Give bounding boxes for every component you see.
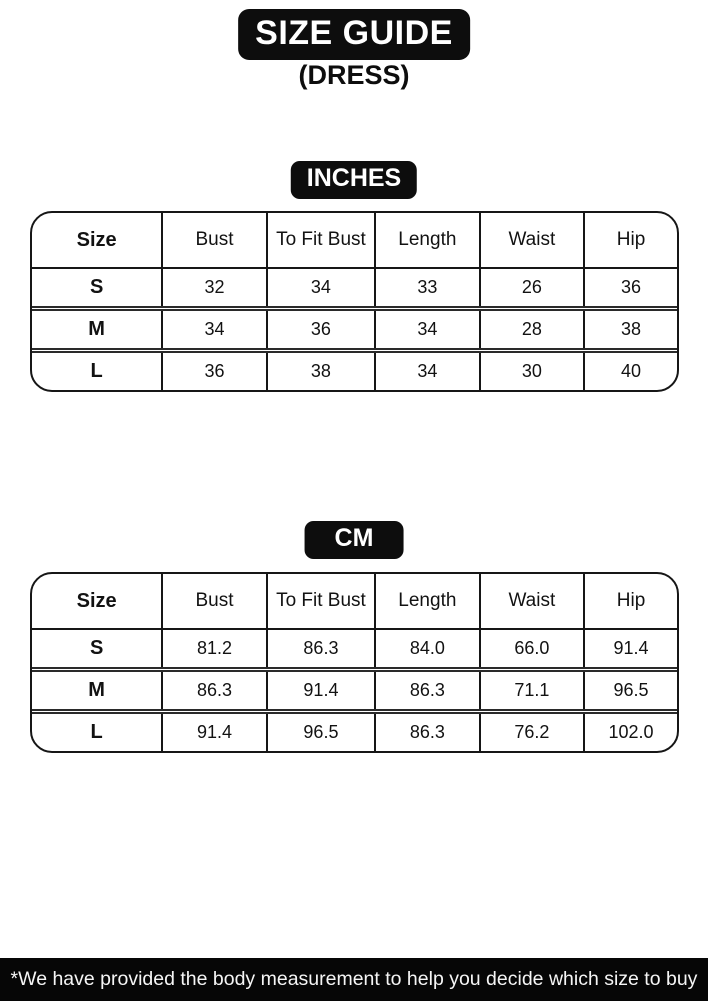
measurement-value: 38	[583, 306, 677, 351]
measurement-value: 34	[374, 348, 480, 390]
inches-section-label: INCHES	[290, 161, 418, 199]
column-header-waist: Waist	[478, 574, 585, 630]
size-label: S	[89, 276, 104, 298]
measurement-value: 86.3	[374, 709, 480, 751]
measurement-value: 102.0	[583, 709, 677, 751]
table-row-s: S 32 34 33 26 36	[32, 268, 677, 309]
measurement-value: 81.2	[161, 629, 267, 670]
measurement-value: 91.4	[265, 667, 376, 712]
measurement-value: 33	[374, 268, 480, 309]
footer-note-text: *We have provided the body measurement t…	[10, 968, 698, 990]
column-header-length: Length	[374, 574, 480, 630]
measurement-value: 91.4	[161, 709, 267, 751]
column-header-to-fit-bust: To Fit Bust	[265, 574, 376, 630]
table-row-l: L 36 38 34 30 40	[32, 348, 677, 390]
measurement-value: 26	[478, 268, 585, 309]
table-header-row: Size Bust To Fit Bust Length Waist Hip	[32, 574, 677, 630]
table-row-m: M 34 36 34 28 38	[32, 306, 677, 351]
table-row-m: M 86.3 91.4 86.3 71.1 96.5	[32, 667, 677, 712]
column-header-hip: Hip	[583, 574, 677, 630]
measurement-value: 96.5	[583, 667, 677, 712]
column-header-length: Length	[374, 213, 480, 269]
measurement-value: 32	[161, 268, 267, 309]
measurement-value: 40	[583, 348, 677, 390]
measurement-value: 34	[374, 306, 480, 351]
size-label: M	[32, 667, 163, 712]
measurement-value: 34	[161, 306, 267, 351]
column-header-size: Size	[32, 574, 163, 630]
column-header-hip: Hip	[583, 213, 677, 269]
size-label: L	[32, 709, 163, 751]
measurement-value: 86.3	[374, 667, 480, 712]
measurement-value: 34	[265, 268, 376, 309]
measurement-value: 84.0	[374, 629, 480, 670]
size-label: M	[32, 306, 163, 351]
cm-size-table: Size Bust To Fit Bust Length Waist Hip S…	[30, 572, 679, 753]
page-subtitle: (DRESS)	[298, 60, 410, 90]
measurement-value: 76.2	[478, 709, 585, 751]
table-header-row: Size Bust To Fit Bust Length Waist Hip	[32, 213, 677, 269]
measurement-value: 86.3	[161, 667, 267, 712]
measurement-value: 86.3	[265, 629, 376, 670]
measurement-value: 28	[478, 306, 585, 351]
page-title: SIZE GUIDE	[238, 9, 470, 60]
measurement-value: 36	[161, 348, 267, 390]
measurement-value: 30	[478, 348, 585, 390]
measurement-value: 71.1	[478, 667, 585, 712]
column-header-bust: Bust	[161, 213, 267, 269]
column-header-bust: Bust	[161, 574, 267, 630]
column-header-size: Size	[32, 213, 163, 269]
table-row-s: S 81.2 86.3 84.0 66.0 91.4	[32, 629, 677, 670]
column-header-waist: Waist	[478, 213, 585, 269]
measurement-value: 36	[265, 306, 376, 351]
measurement-value: 91.4	[583, 629, 677, 670]
size-label: S	[89, 637, 104, 659]
inches-size-table: Size Bust To Fit Bust Length Waist Hip S…	[30, 211, 679, 392]
table-row-l: L 91.4 96.5 86.3 76.2 102.0	[32, 709, 677, 751]
cm-section-label: CM	[304, 521, 404, 559]
measurement-value: 96.5	[265, 709, 376, 751]
measurement-value: 38	[265, 348, 376, 390]
size-label: L	[32, 348, 163, 390]
measurement-value: 36	[583, 268, 677, 309]
column-header-to-fit-bust: To Fit Bust	[265, 213, 376, 269]
footer-note-bar: *We have provided the body measurement t…	[0, 958, 708, 1001]
measurement-value: 66.0	[478, 629, 585, 670]
